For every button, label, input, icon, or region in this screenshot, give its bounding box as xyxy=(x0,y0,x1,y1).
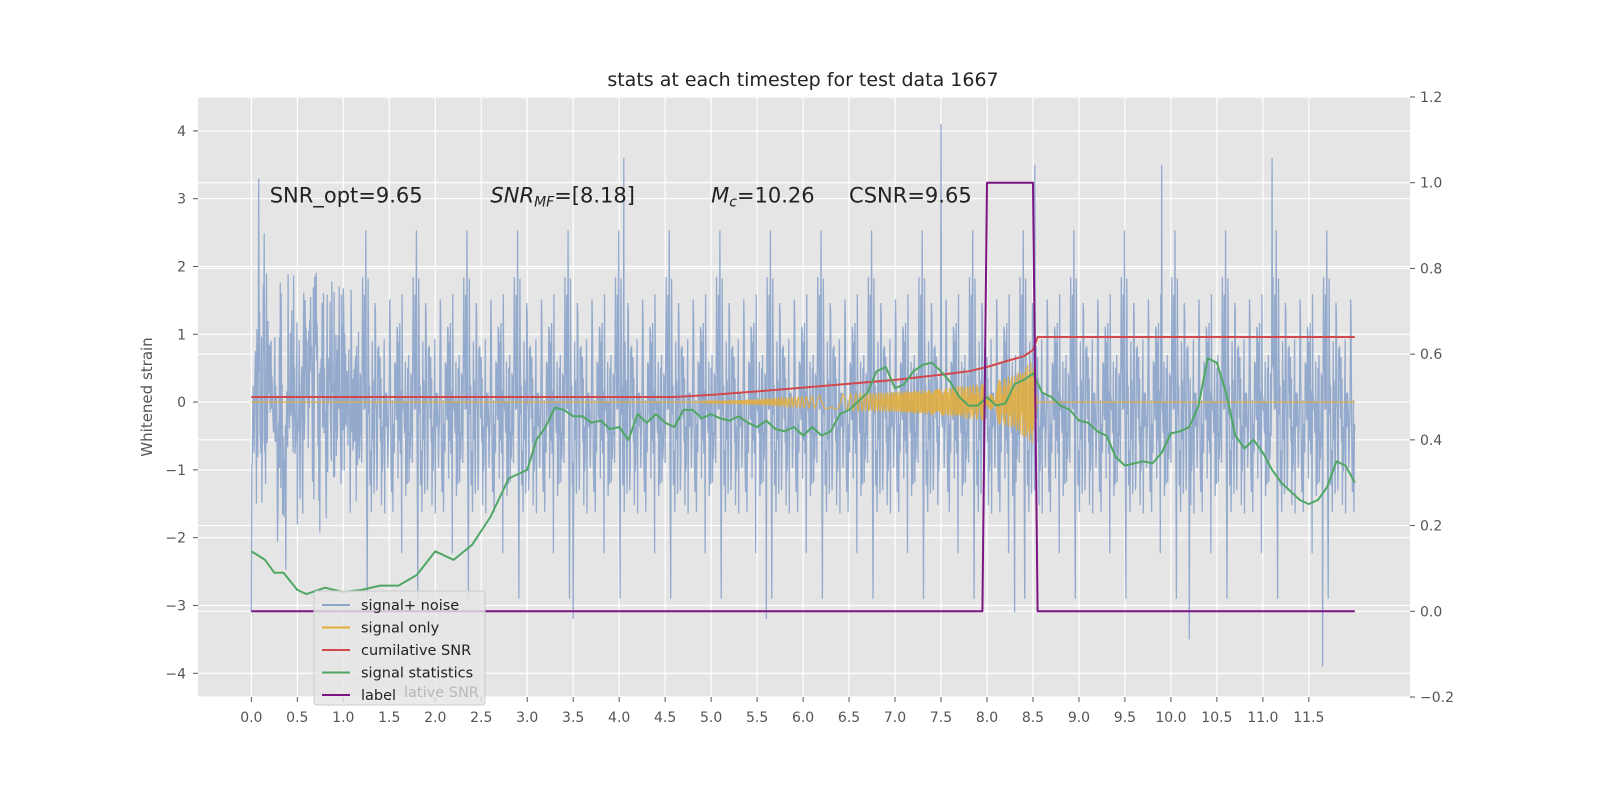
x-tick-label: 4.5 xyxy=(654,710,676,726)
x-tick-label: 11.5 xyxy=(1293,710,1324,726)
legend-box xyxy=(313,590,486,706)
annotation-text: SNRMF=[8.18] xyxy=(490,184,635,211)
x-tick-label: 6.0 xyxy=(792,710,814,726)
x-tick-label: 2.5 xyxy=(470,710,492,726)
y-tick-label: −4 xyxy=(165,666,186,682)
legend-label: label xyxy=(361,688,396,704)
y-tick-label: 3 xyxy=(177,192,186,208)
x-tick-label: 9.5 xyxy=(1114,710,1136,726)
x-tick-label: 11.0 xyxy=(1247,710,1278,726)
y-axis-label: Whitened strain xyxy=(138,337,156,456)
y-tick-label: 0 xyxy=(177,395,186,411)
x-tick-label: 8.0 xyxy=(976,710,998,726)
chart-title: stats at each timestep for test data 166… xyxy=(607,69,998,91)
x-tick-label: 7.5 xyxy=(930,710,952,726)
annotation-text: CSNR=9.65 xyxy=(849,184,972,208)
y-tick-label: 2 xyxy=(177,259,186,275)
x-tick-label: 8.5 xyxy=(1022,710,1044,726)
y-tick-label: 1 xyxy=(177,327,186,343)
label-line xyxy=(251,181,1355,613)
x-tick-label: 4.0 xyxy=(608,710,630,726)
legend-ghost-text: lative SNR xyxy=(404,685,479,701)
legend-label: signal statistics xyxy=(361,666,473,682)
x-tick-label: 0.0 xyxy=(240,710,262,726)
signal-noise-series xyxy=(250,124,1356,667)
x-tick-label: 10.0 xyxy=(1155,710,1186,726)
y-right-tick-label: −0.2 xyxy=(1420,690,1454,706)
x-tick-label: 9.0 xyxy=(1068,710,1090,726)
x-tick-label: 5.5 xyxy=(746,710,768,726)
y-right-tick-label: 1.0 xyxy=(1420,176,1442,192)
signal-statistics-line xyxy=(250,357,1356,596)
y-right-tick-label: 0.0 xyxy=(1420,604,1442,620)
y-right-tick-label: 0.4 xyxy=(1420,433,1442,449)
x-tick-label: 5.0 xyxy=(700,710,722,726)
legend: lative SNR signal+ noise signal only cumila… xyxy=(313,590,486,706)
signal-noise-line xyxy=(250,124,1356,667)
legend-label: cumilative SNR xyxy=(361,643,471,659)
x-tick-label: 0.5 xyxy=(286,710,308,726)
x-tick-label: 10.5 xyxy=(1201,710,1232,726)
signal-only-line xyxy=(251,362,1355,444)
annotation-text: Mc=10.26 xyxy=(711,184,815,211)
y-right-tick-label: 0.8 xyxy=(1420,261,1442,277)
x-tick-label: 3.5 xyxy=(562,710,584,726)
y-tick-label: 4 xyxy=(177,124,186,140)
signal-only-series xyxy=(251,362,1355,444)
x-tick-label: 7.0 xyxy=(884,710,906,726)
y-right-tick-label: 0.6 xyxy=(1420,347,1442,363)
x-tick-label: 1.0 xyxy=(332,710,354,726)
x-tick-label: 1.5 xyxy=(378,710,400,726)
legend-label: signal+ noise xyxy=(361,598,459,614)
y-right-tick-label: 1.2 xyxy=(1420,90,1442,106)
x-tick-label: 6.5 xyxy=(838,710,860,726)
y-right-tick-label: 0.2 xyxy=(1420,519,1442,535)
x-tick-label: 2.0 xyxy=(424,710,446,726)
legend-label: signal only xyxy=(361,621,440,637)
annotation-text: SNR_opt=9.65 xyxy=(270,184,423,209)
y-tick-label: −2 xyxy=(165,531,186,547)
axes: 0.0 0.5 1.0 1.5 2.0 2.5 3.0 3.5 4.0 4.5 5.0 5.5 6.0 6… xyxy=(165,90,1454,726)
x-tick-label: 3.0 xyxy=(516,710,538,726)
line-series xyxy=(250,181,1356,613)
annotations: SNR_opt=9.65 SNRMF=[8.18] Mc=10.26 CSNR=9.6… xyxy=(270,184,972,211)
y-tick-label: −1 xyxy=(165,463,186,479)
y-tick-label: −3 xyxy=(165,598,186,614)
